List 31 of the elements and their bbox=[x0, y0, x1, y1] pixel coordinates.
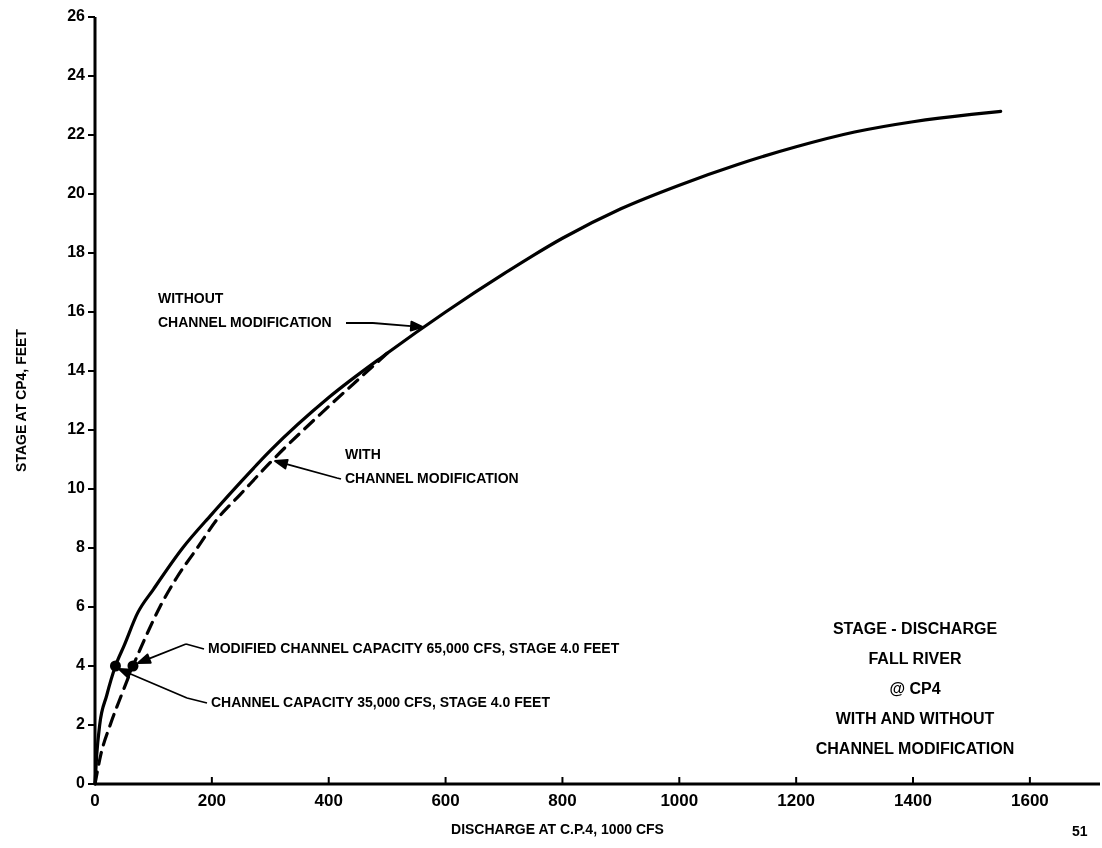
y-tick-label: 16 bbox=[67, 302, 86, 320]
x-axis-title: DISCHARGE AT C.P.4, 1000 CFS bbox=[451, 821, 664, 837]
y-tick-label: 26 bbox=[67, 7, 86, 25]
x-tick-label: 1200 bbox=[777, 791, 816, 810]
x-tick-label: 1400 bbox=[894, 791, 932, 810]
y-tick-label: 22 bbox=[67, 125, 86, 143]
y-tick-label: 12 bbox=[67, 420, 86, 438]
annotation: WITHOUT CHANNEL MODIFICATION bbox=[158, 289, 332, 330]
x-tick-label: 0 bbox=[90, 791, 100, 810]
y-tick-label: 14 bbox=[67, 361, 86, 379]
y-axis-title: STAGE AT CP4, FEET bbox=[12, 328, 29, 472]
y-tick-label: 24 bbox=[67, 66, 86, 84]
annotation: WITH CHANNEL MODIFICATION bbox=[345, 445, 519, 486]
annotation: CHANNEL CAPACITY 35,000 CFS, STAGE 4.0 FEET bbox=[211, 693, 551, 710]
x-tick-label: 800 bbox=[548, 791, 577, 810]
y-tick-label: 0 bbox=[76, 774, 86, 792]
y-tick-label: 4 bbox=[76, 656, 86, 674]
text: STAGE - DISCHARGE FALL RIVER @ CP4 WITH AND WITHOUT CHANNEL MODIFICATION bbox=[815, 620, 1015, 757]
x-tick-label: 600 bbox=[431, 791, 460, 810]
y-tick-label: 6 bbox=[76, 597, 86, 615]
x-tick-label: 1000 bbox=[660, 791, 699, 810]
y-tick-label: 18 bbox=[67, 243, 86, 261]
y-tick-label: 2 bbox=[76, 715, 86, 733]
x-tick-label: 400 bbox=[314, 791, 343, 810]
x-tick-label: 1600 bbox=[1010, 791, 1049, 810]
annotation: MODIFIED CHANNEL CAPACITY 65,000 CFS, STAGE 4.0 FEET bbox=[208, 639, 620, 656]
text: 51 bbox=[1072, 823, 1088, 839]
x-tick-label: 200 bbox=[197, 791, 227, 810]
y-tick-label: 20 bbox=[67, 184, 86, 202]
y-tick-label: 8 bbox=[76, 538, 86, 556]
y-tick-label: 10 bbox=[67, 479, 86, 497]
